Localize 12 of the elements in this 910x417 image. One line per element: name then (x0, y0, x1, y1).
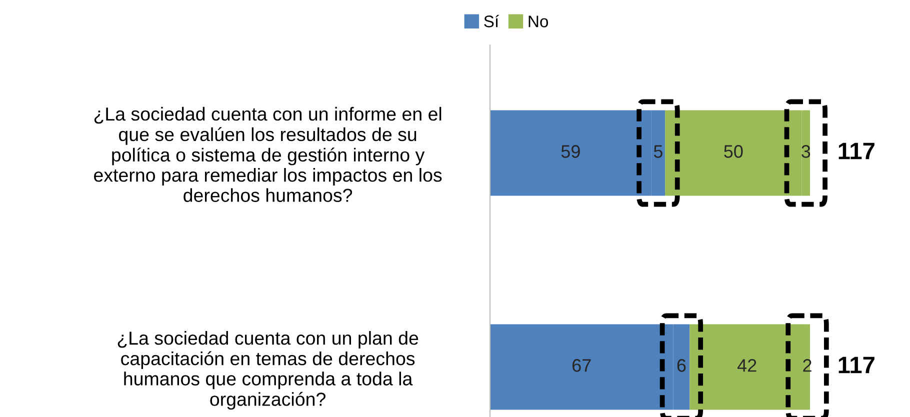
legend-label: No (528, 16, 548, 28)
total-label: 117 (838, 142, 874, 160)
data-label: 6 (677, 359, 686, 372)
y-tick-label: ¿La sociedad cuenta con un plan de capacitación en temas de derechos humanos que comprenda a toda la organización? (118, 331, 418, 410)
data-label: 50 (724, 145, 743, 158)
data-label: 5 (654, 145, 662, 158)
data-label: 67 (572, 359, 591, 372)
legend-label: Sí (484, 14, 500, 28)
data-label: 59 (561, 145, 580, 158)
y-tick-label: ¿La sociedad cuenta con un informe en el que se evalúen los resultados de su política o sistema de gestión interno y externo para remediar los impactos en los derechos humanos? (94, 106, 442, 202)
data-label: 42 (737, 359, 756, 372)
total-label: 117 (838, 356, 874, 374)
